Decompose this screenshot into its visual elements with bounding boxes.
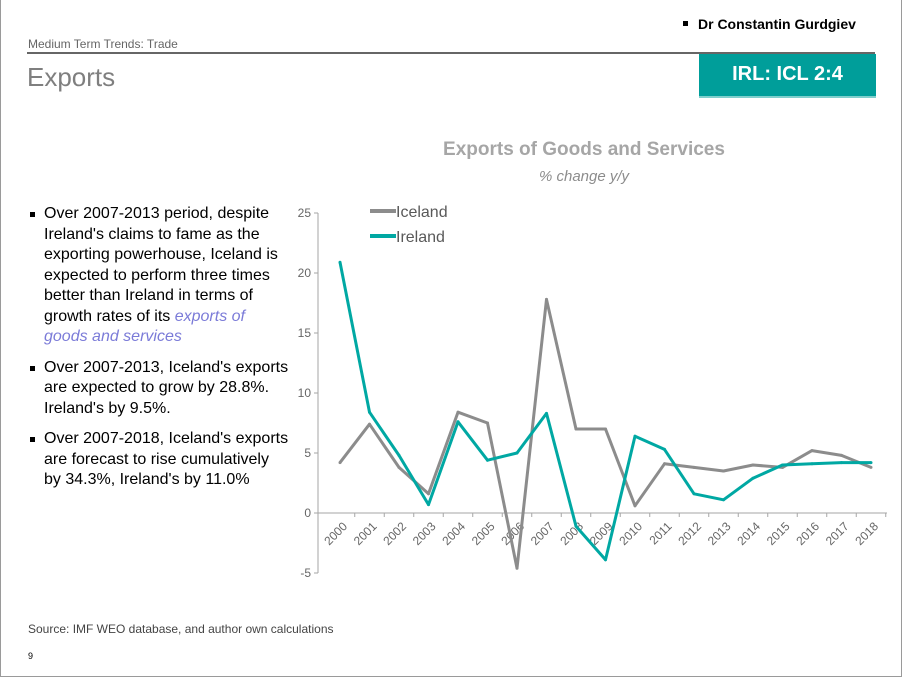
x-tick-label: 2004	[439, 519, 468, 548]
x-tick-label: 2005	[469, 519, 498, 548]
x-tick-label: 2002	[380, 519, 409, 548]
y-tick-label: 10	[298, 386, 312, 400]
data-point-ireland	[545, 411, 548, 415]
data-point-ireland	[574, 524, 578, 528]
data-point-ireland	[633, 434, 637, 438]
data-point-iceland	[368, 422, 371, 426]
header-divider	[27, 52, 875, 54]
y-tick-label: 15	[298, 326, 312, 340]
data-point-iceland	[751, 463, 755, 467]
page-title: Exports	[27, 62, 116, 92]
data-point-iceland	[397, 465, 401, 469]
data-point-ireland	[722, 498, 725, 502]
data-point-iceland	[545, 297, 548, 301]
y-tick-label: 5	[304, 446, 311, 460]
data-point-ireland	[810, 462, 814, 466]
data-point-ireland	[338, 260, 342, 264]
bullet-item: Over 2007-2018, Iceland's exports are fo…	[30, 429, 290, 491]
data-point-ireland	[840, 461, 843, 465]
data-point-iceland	[692, 465, 696, 469]
data-point-iceland	[338, 461, 342, 465]
section-label: Medium Term Trends: Trade	[28, 37, 178, 51]
data-point-iceland	[869, 465, 873, 469]
y-tick-label: -5	[300, 566, 311, 580]
data-point-iceland	[427, 492, 430, 496]
bullet-item: Over 2007-2013 period, despite Ireland's…	[30, 204, 290, 348]
data-point-ireland	[751, 476, 755, 480]
x-tick-label: 2015	[764, 519, 793, 548]
chart-title: Exports of Goods and Services	[443, 139, 725, 160]
x-tick-label: 2018	[852, 519, 881, 548]
chart-subtitle: % change y/y	[539, 168, 631, 185]
x-tick-label: 2007	[528, 519, 557, 548]
data-point-ireland	[427, 503, 430, 507]
bullet-text: Over 2007-2013, Iceland's exports are ex…	[44, 358, 289, 417]
score-badge: IRL: ICL 2:4	[699, 54, 876, 96]
data-point-ireland	[515, 451, 519, 455]
data-point-ireland	[368, 410, 371, 414]
series-line-ireland	[338, 261, 871, 562]
x-tick-label: 2013	[705, 519, 734, 548]
data-point-iceland	[722, 469, 725, 473]
data-point-ireland	[663, 447, 666, 451]
x-tick-label: 2011	[646, 519, 674, 547]
legend-label-iceland: Iceland	[396, 204, 448, 221]
bullet-highlight: exports of goods and services	[44, 307, 245, 346]
x-tick-label: 2014	[734, 519, 763, 548]
data-point-iceland	[515, 566, 519, 570]
author-name: Dr Constantin Gurdgiev	[683, 16, 856, 32]
data-point-iceland	[486, 421, 489, 425]
data-point-ireland	[456, 420, 460, 424]
bullet-list: Over 2007-2013 period, despite Ireland's…	[30, 204, 290, 501]
data-point-iceland	[604, 427, 607, 431]
data-point-iceland	[840, 453, 843, 457]
data-point-ireland	[869, 461, 873, 465]
x-tick-label: 2000	[321, 519, 350, 548]
bullet-item: Over 2007-2013, Iceland's exports are ex…	[30, 358, 290, 420]
y-tick-label: 0	[304, 506, 311, 520]
data-point-iceland	[810, 449, 814, 453]
y-tick-label: 25	[298, 206, 312, 220]
data-point-ireland	[397, 453, 401, 457]
data-point-ireland	[781, 463, 784, 467]
source-note: Source: IMF WEO database, and author own…	[28, 622, 334, 636]
data-point-iceland	[574, 427, 578, 431]
legend-label-ireland: Ireland	[396, 229, 445, 246]
bullet-text: Over 2007-2013 period, despite Ireland's…	[44, 205, 278, 325]
x-tick-label: 2003	[410, 519, 439, 548]
data-point-iceland	[663, 462, 666, 466]
data-point-ireland	[692, 492, 696, 496]
data-point-ireland	[604, 558, 607, 562]
data-point-iceland	[633, 504, 637, 508]
x-tick-label: 2017	[823, 519, 852, 548]
data-point-ireland	[486, 458, 489, 462]
bullet-text: Over 2007-2018, Iceland's exports are fo…	[44, 430, 289, 488]
x-tick-label: 2016	[793, 519, 822, 548]
page-number: 9	[28, 651, 34, 661]
data-point-iceland	[456, 410, 460, 414]
x-tick-label: 2012	[675, 519, 704, 548]
x-tick-label: 2010	[616, 519, 645, 548]
x-tick-label: 2001	[351, 519, 380, 548]
y-tick-label: 20	[298, 266, 312, 280]
